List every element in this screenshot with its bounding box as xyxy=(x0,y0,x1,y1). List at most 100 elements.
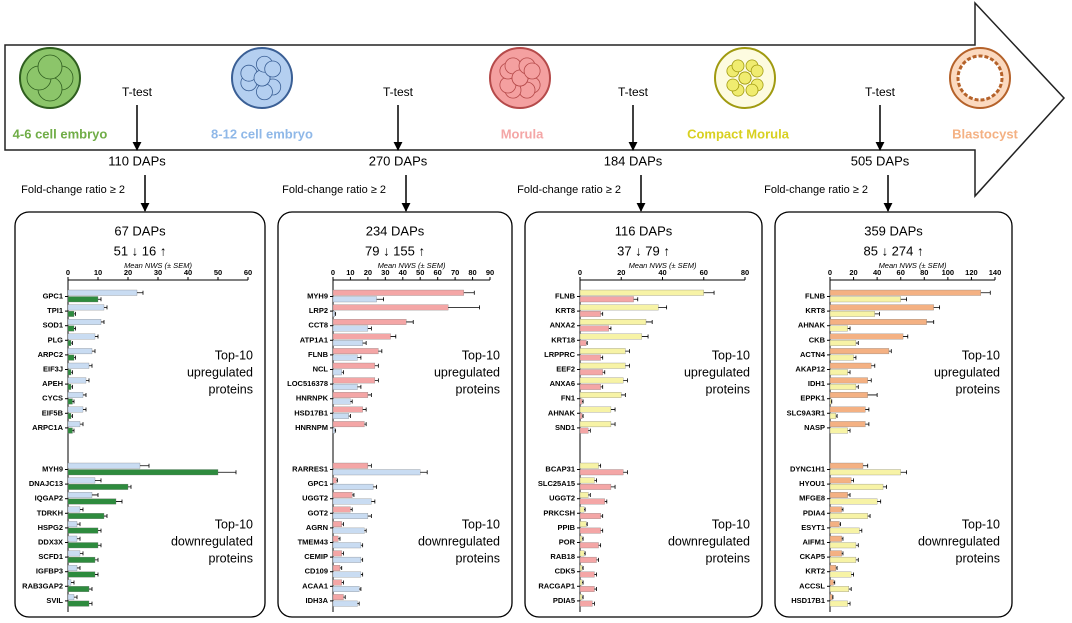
group-annotation: upregulated xyxy=(934,365,1000,379)
x-tick-label: 60 xyxy=(897,268,905,277)
x-tick-label: 20 xyxy=(849,268,857,277)
category-label: MFGE8 xyxy=(799,494,825,503)
error-bar xyxy=(341,370,344,375)
bar xyxy=(579,462,599,469)
test-label: T-test xyxy=(383,85,414,99)
error-bar xyxy=(832,595,834,600)
error-bar xyxy=(598,463,602,468)
bar xyxy=(67,535,78,542)
category-label: ESYT1 xyxy=(801,523,825,532)
bar xyxy=(829,483,884,490)
category-label: APEH xyxy=(42,379,63,388)
error-bar xyxy=(863,463,869,468)
bar xyxy=(67,406,84,413)
error-bar xyxy=(86,378,90,383)
category-label: SOD1 xyxy=(43,321,63,330)
error-bar xyxy=(600,514,604,519)
error-bar xyxy=(140,463,150,468)
stage-cell xyxy=(523,62,541,80)
bar xyxy=(332,325,369,332)
category-label: UGGT2 xyxy=(302,494,328,503)
category-label: SVIL xyxy=(46,596,63,605)
error-bar xyxy=(841,536,844,541)
error-bar xyxy=(582,580,584,585)
x-tick-label: 140 xyxy=(989,268,1002,277)
error-bar xyxy=(89,363,93,368)
error-bar xyxy=(80,551,84,556)
error-bar xyxy=(339,565,343,570)
bar xyxy=(67,498,117,505)
error-bar xyxy=(95,572,99,577)
bar xyxy=(67,469,219,476)
stage-label: Compact Morula xyxy=(687,126,790,141)
error-bar xyxy=(348,414,351,419)
group-annotation: Top-10 xyxy=(215,348,253,362)
error-bar xyxy=(855,384,859,389)
error-bar xyxy=(77,565,81,570)
error-bar xyxy=(621,392,626,397)
group-annotation: Top-10 xyxy=(962,517,1000,531)
bar xyxy=(332,310,335,317)
panel-title: 359 DAPs xyxy=(864,223,923,238)
category-label: SND1 xyxy=(555,423,575,432)
category-label: DYNC1H1 xyxy=(790,464,825,473)
bar xyxy=(67,594,75,601)
category-label: HSPG2 xyxy=(38,523,63,532)
error-bar xyxy=(641,334,649,339)
group-annotation: downregulated xyxy=(418,534,500,548)
error-bar xyxy=(848,587,852,592)
filter-label: Fold-change ratio ≥ 2 xyxy=(282,184,386,196)
group-annotation: downregulated xyxy=(171,534,253,548)
bar xyxy=(579,369,603,376)
bar xyxy=(579,594,583,601)
bar xyxy=(829,310,875,317)
bar xyxy=(829,535,842,542)
error-bar xyxy=(847,370,851,375)
category-label: EEF2 xyxy=(556,364,575,373)
bar xyxy=(332,477,337,484)
error-bar xyxy=(95,334,99,339)
category-label: IQGAP2 xyxy=(35,494,63,503)
bar xyxy=(829,492,848,498)
bar xyxy=(332,462,369,469)
error-bar xyxy=(865,422,870,427)
error-bar xyxy=(374,378,379,383)
panel-box xyxy=(774,211,1013,618)
error-bar xyxy=(703,290,715,295)
category-label: CCT8 xyxy=(308,321,328,330)
error-bar xyxy=(855,543,859,548)
bar xyxy=(67,550,81,557)
error-bar xyxy=(448,305,480,310)
category-label: ARPC1A xyxy=(32,423,63,432)
filter-label: Fold-change ratio ≥ 2 xyxy=(764,184,868,196)
bar xyxy=(579,398,583,405)
error-bar xyxy=(582,595,584,600)
group-annotation: Top-10 xyxy=(712,517,750,531)
bar xyxy=(579,304,659,311)
group-annotation: downregulated xyxy=(668,534,750,548)
bar xyxy=(67,289,138,296)
bar xyxy=(67,392,84,398)
bar xyxy=(579,354,601,361)
filter-label: Fold-change ratio ≥ 2 xyxy=(517,184,621,196)
bar xyxy=(579,483,612,490)
error-bar xyxy=(847,428,851,433)
dap-count: 184 DAPs xyxy=(604,153,663,168)
bar xyxy=(829,506,842,513)
category-label: IDH3A xyxy=(305,596,328,605)
bar xyxy=(829,340,857,346)
error-bar xyxy=(851,478,854,483)
error-bar xyxy=(582,565,584,570)
x-tick-label: 30 xyxy=(381,268,389,277)
category-label: HNRNPM xyxy=(295,423,328,432)
bar xyxy=(829,527,860,534)
bar xyxy=(332,304,449,311)
bar xyxy=(67,296,99,303)
error-bar xyxy=(334,428,337,433)
bar xyxy=(579,377,624,384)
bar xyxy=(829,521,840,528)
bar xyxy=(332,406,363,413)
bar xyxy=(332,392,369,398)
category-label: KRT8 xyxy=(555,306,575,315)
bar xyxy=(67,506,81,513)
